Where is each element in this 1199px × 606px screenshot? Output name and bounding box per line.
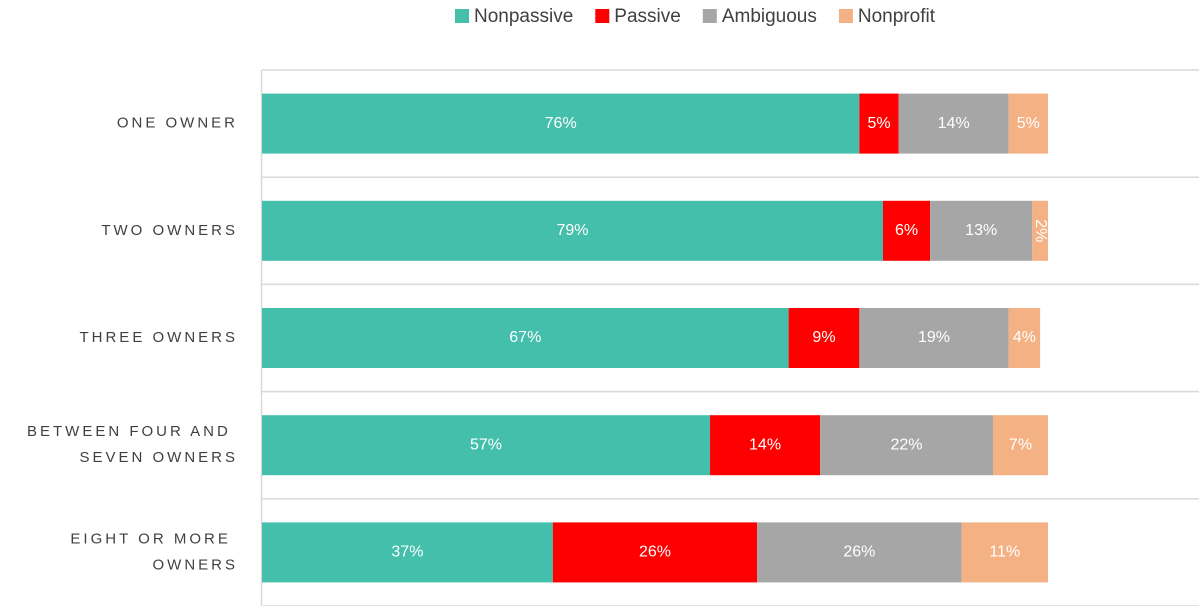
legend-label: Nonpassive [474,6,573,27]
data-label: 67% [509,329,541,346]
legend-swatch [838,9,853,23]
bar-segment [1032,200,1048,261]
data-label: 5% [1017,115,1040,132]
data-label: 9% [812,329,835,346]
data-label: 57% [470,436,502,453]
data-label: 6% [895,222,918,239]
y-tick-label: ONE OWNER [117,115,238,132]
bar-segment [710,415,821,476]
data-label: 26% [843,544,875,561]
bar-segment [757,522,962,583]
data-label: 2% [1032,219,1049,242]
y-tick-label: BETWEEN FOUR AND SEVEN OWNERS [27,423,238,466]
bar-segment [262,308,789,368]
data-label: 13% [965,222,997,239]
data-label: 76% [545,115,577,132]
bar-segment [1008,93,1048,154]
data-label: 7% [1009,436,1032,453]
bar-segment [930,200,1033,261]
y-tick-label: THREE OWNERS [79,329,238,346]
bar-segment [898,93,1009,154]
data-label: 14% [938,115,970,132]
bar-segment [788,308,860,368]
bar-segment [882,200,931,261]
y-tick-label: EIGHT OR MORE OWNERS [70,530,238,573]
data-label: 22% [891,436,923,453]
bar-segment [1008,308,1041,368]
bar-segment [262,93,860,154]
legend: Nonpassive Passive Ambiguous Nonprofit [455,6,936,27]
data-label: 4% [1013,329,1036,346]
data-label: 14% [749,436,781,453]
data-label: 5% [867,115,890,132]
legend-swatch [455,9,470,23]
bar-segment [262,415,711,476]
data-label: 26% [639,544,671,561]
bar-segment [552,522,758,583]
bar-segment [992,415,1048,476]
row-separators [262,69,1199,606]
bar-segment [262,522,553,583]
data-label: 79% [556,222,588,239]
legend-label: Passive [614,6,681,27]
legend-label: Nonprofit [858,6,936,27]
legend-label: Ambiguous [722,6,817,27]
legend-swatch [595,9,610,23]
bar-segment [961,522,1048,583]
data-label: 37% [391,544,423,561]
legend-swatch [702,9,717,23]
bar-segment [262,200,883,261]
bar-segment [820,415,993,476]
bar-segment [859,308,1009,368]
y-tick-label: TWO OWNERS [101,222,238,239]
bar-segment [859,93,899,154]
data-label: 19% [918,329,950,346]
data-label: 11% [989,544,1020,561]
